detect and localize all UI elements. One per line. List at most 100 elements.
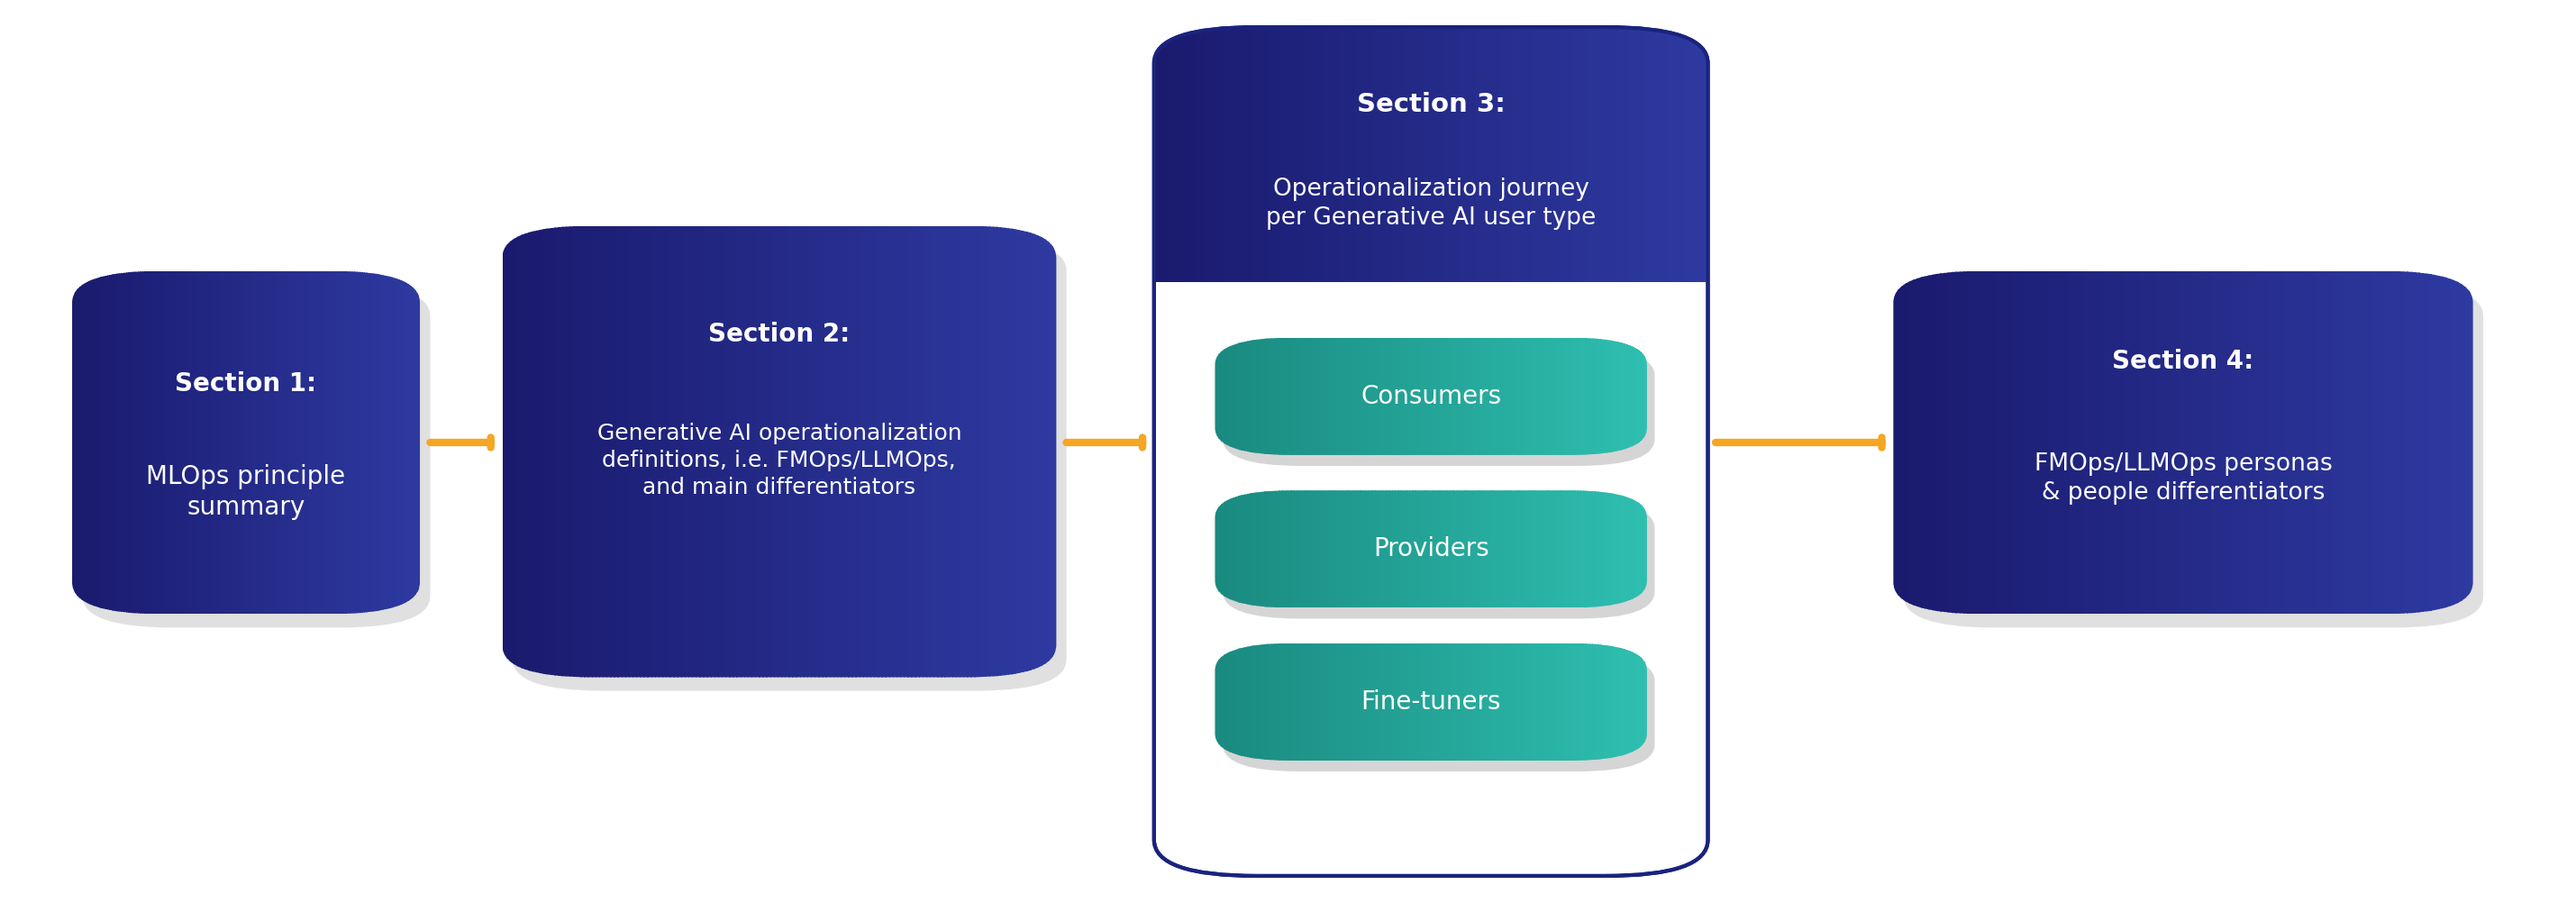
Bar <box>1033 226 1038 677</box>
Bar <box>1515 338 1517 455</box>
Bar <box>737 226 742 677</box>
Bar <box>698 226 703 677</box>
Bar <box>1461 27 1468 282</box>
Bar <box>2128 271 2133 614</box>
Bar <box>1329 490 1332 608</box>
Bar <box>2151 271 2156 614</box>
Bar <box>2298 271 2303 614</box>
Bar <box>639 226 644 677</box>
Bar <box>866 226 871 677</box>
Bar <box>1600 490 1605 608</box>
Bar <box>100 271 103 614</box>
Bar <box>2326 271 2331 614</box>
Bar <box>1463 490 1468 608</box>
Bar <box>1520 490 1522 608</box>
Bar <box>1906 271 1911 614</box>
Bar <box>672 226 677 677</box>
Bar <box>1455 643 1461 760</box>
Bar <box>1239 338 1242 455</box>
Bar <box>1334 27 1342 282</box>
Bar <box>206 271 209 614</box>
Bar <box>314 271 319 614</box>
Bar <box>1484 643 1489 760</box>
Bar <box>80 271 82 614</box>
Bar <box>1396 27 1401 282</box>
Bar <box>1579 490 1584 608</box>
Bar <box>1347 643 1352 760</box>
Bar <box>1468 338 1471 455</box>
Bar <box>157 271 160 614</box>
Bar <box>1517 490 1520 608</box>
Bar <box>1615 643 1620 760</box>
Bar <box>103 271 106 614</box>
Bar <box>294 271 296 614</box>
Bar <box>1667 27 1672 282</box>
Bar <box>2372 271 2378 614</box>
Bar <box>1440 643 1445 760</box>
Bar <box>520 226 526 677</box>
Bar <box>1455 490 1461 608</box>
Bar <box>1636 338 1638 455</box>
Bar <box>2380 271 2385 614</box>
Bar <box>580 226 585 677</box>
Bar <box>1641 643 1646 760</box>
Bar <box>1388 338 1394 455</box>
Bar <box>1224 27 1229 282</box>
Bar <box>1332 338 1334 455</box>
Bar <box>1607 490 1610 608</box>
Bar <box>1365 338 1370 455</box>
Bar <box>1231 338 1236 455</box>
Bar <box>1257 27 1262 282</box>
Bar <box>966 226 971 677</box>
Bar <box>1368 27 1373 282</box>
Bar <box>299 271 301 614</box>
Bar <box>1638 490 1643 608</box>
Bar <box>1499 338 1504 455</box>
Bar <box>317 271 322 614</box>
Bar <box>1244 338 1249 455</box>
Bar <box>1378 27 1383 282</box>
Bar <box>1020 226 1025 677</box>
Bar <box>505 226 510 677</box>
Bar <box>1023 226 1028 677</box>
Bar <box>1388 643 1394 760</box>
Bar <box>93 271 98 614</box>
Bar <box>1360 490 1365 608</box>
Bar <box>2277 271 2282 614</box>
Bar <box>1633 490 1636 608</box>
Bar <box>137 271 142 614</box>
Bar <box>1522 490 1528 608</box>
Bar <box>2450 271 2455 614</box>
Bar <box>1399 490 1401 608</box>
Bar <box>1448 643 1450 760</box>
Bar <box>1293 643 1298 760</box>
Bar <box>1275 27 1280 282</box>
Bar <box>1625 490 1631 608</box>
Bar <box>116 271 121 614</box>
FancyBboxPatch shape <box>82 284 430 628</box>
Bar <box>2458 271 2463 614</box>
Bar <box>1303 27 1309 282</box>
Bar <box>1613 643 1615 760</box>
Bar <box>337 271 343 614</box>
Bar <box>1409 490 1414 608</box>
Bar <box>1275 338 1280 455</box>
Bar <box>1445 338 1448 455</box>
Bar <box>1306 490 1309 608</box>
Bar <box>1316 643 1321 760</box>
Bar <box>276 271 278 614</box>
Bar <box>1703 27 1708 282</box>
Bar <box>1971 271 1976 614</box>
Bar <box>2040 271 2045 614</box>
Bar <box>1296 490 1301 608</box>
Bar <box>1638 643 1643 760</box>
Bar <box>1394 338 1399 455</box>
Bar <box>659 226 665 677</box>
Bar <box>1229 490 1234 608</box>
Bar <box>1352 643 1355 760</box>
Bar <box>325 271 327 614</box>
Bar <box>1492 338 1494 455</box>
Bar <box>1283 490 1285 608</box>
Bar <box>595 226 600 677</box>
Bar <box>273 271 276 614</box>
